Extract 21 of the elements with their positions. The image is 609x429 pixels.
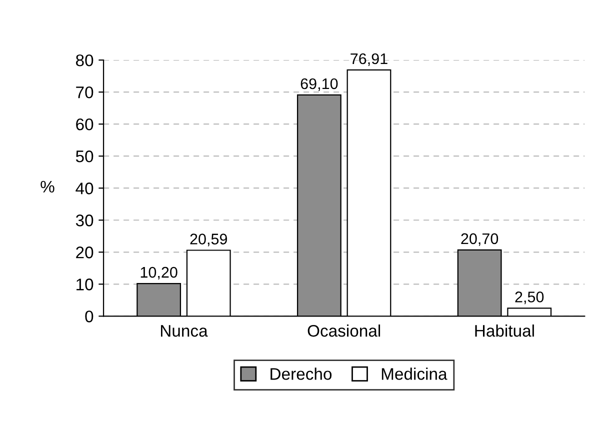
y-tick-label: 10 bbox=[76, 278, 94, 290]
data-label: 69,10 bbox=[300, 78, 338, 91]
x-tick-label: Ocasional bbox=[308, 324, 380, 337]
y-tick-label: 40 bbox=[76, 182, 94, 194]
data-label: 2,50 bbox=[515, 292, 544, 304]
x-tick-label: Habitual bbox=[475, 324, 534, 337]
data-label: 10,20 bbox=[140, 266, 178, 280]
legend-label: Medicina bbox=[382, 368, 448, 380]
y-tick-label: 0 bbox=[85, 310, 94, 322]
data-label: 20,59 bbox=[190, 234, 228, 246]
y-tick-label: 20 bbox=[76, 246, 94, 258]
y-tick-label: 50 bbox=[76, 150, 94, 162]
data-label: 76,91 bbox=[350, 53, 388, 66]
y-tick-label: 60 bbox=[76, 118, 94, 130]
y-tick-label: 80 bbox=[76, 54, 94, 66]
data-label: 20,70 bbox=[461, 233, 498, 246]
y-tick-label: 30 bbox=[76, 214, 94, 226]
x-tick-label: Nunca bbox=[160, 325, 208, 337]
y-axis-title: % bbox=[40, 180, 54, 193]
y-tick-label: 70 bbox=[76, 86, 94, 98]
legend-label: Derecho bbox=[270, 368, 332, 380]
